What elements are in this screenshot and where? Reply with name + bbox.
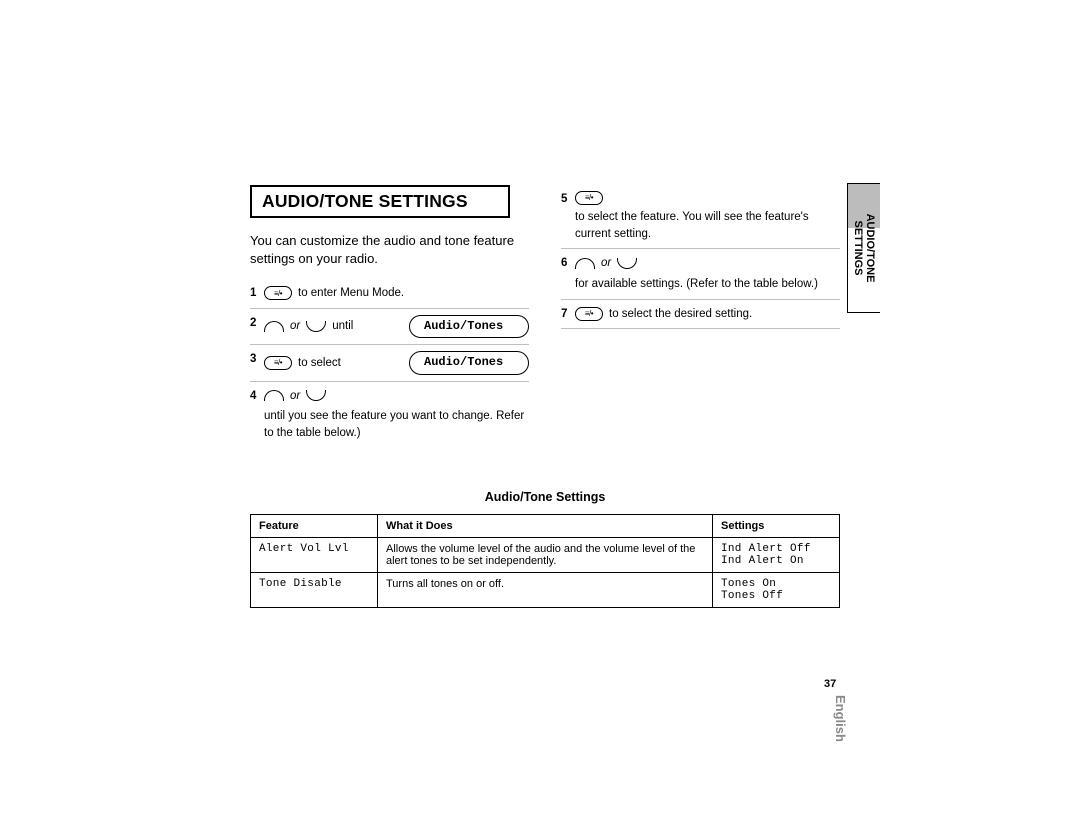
two-column-layout: AUDIO/TONE SETTINGS You can customize th… xyxy=(250,185,840,446)
step-number: 5 xyxy=(561,191,575,205)
step-text: for available settings. (Refer to the ta… xyxy=(575,276,818,293)
menu-button-icon xyxy=(264,356,292,370)
section-heading: AUDIO/TONE SETTINGS xyxy=(262,191,468,211)
page-number: 37 xyxy=(824,678,836,690)
menu-button-icon xyxy=(264,286,292,300)
table-title: Audio/Tone Settings xyxy=(250,490,840,504)
cell-desc: Allows the volume level of the audio and… xyxy=(378,537,713,572)
step-number: 2 xyxy=(250,315,264,329)
step-number: 1 xyxy=(250,285,264,299)
side-tab-line2: SETTINGS xyxy=(852,214,864,283)
divider xyxy=(250,381,529,382)
step-body: to select Audio/Tones xyxy=(264,351,529,374)
display-pill: Audio/Tones xyxy=(409,315,529,338)
step-body: or until you see the feature you want to… xyxy=(264,388,529,442)
or-label: or xyxy=(290,318,300,335)
down-arc-icon xyxy=(617,258,637,269)
language-label: English xyxy=(833,695,848,742)
right-column: 5 to select the feature. You will see th… xyxy=(561,185,840,446)
down-arc-icon xyxy=(306,321,326,332)
or-label: or xyxy=(290,388,300,405)
step-row: 6 or for available settings. (Refer to t… xyxy=(561,251,840,296)
left-column: AUDIO/TONE SETTINGS You can customize th… xyxy=(250,185,529,446)
section-heading-box: AUDIO/TONE SETTINGS xyxy=(250,185,510,218)
step-row: 4 or until you see the feature you want … xyxy=(250,384,529,446)
manual-page: AUDIO/TONE SETTINGS You can customize th… xyxy=(250,185,840,608)
cell-settings: Tones On Tones Off xyxy=(713,572,840,607)
table-row: Alert Vol Lvl Allows the volume level of… xyxy=(251,537,840,572)
step-text: to select the feature. You will see the … xyxy=(575,209,840,242)
step-body: or until Audio/Tones xyxy=(264,315,529,338)
step-text: to select xyxy=(298,355,341,372)
th-what: What it Does xyxy=(378,514,713,537)
step-body: to enter Menu Mode. xyxy=(264,285,529,302)
step-row: 7 to select the desired setting. xyxy=(561,302,840,327)
th-feature: Feature xyxy=(251,514,378,537)
table-row: Tone Disable Turns all tones on or off. … xyxy=(251,572,840,607)
step-row: 2 or until Audio/Tones xyxy=(250,311,529,342)
step-text: until you see the feature you want to ch… xyxy=(264,408,529,441)
divider xyxy=(250,308,529,309)
steps-left: 1 to enter Menu Mode. 2 or xyxy=(250,281,529,445)
step-number: 6 xyxy=(561,255,575,269)
cell-settings: Ind Alert Off Ind Alert On xyxy=(713,537,840,572)
or-label: or xyxy=(601,255,611,272)
step-row: 1 to enter Menu Mode. xyxy=(250,281,529,306)
side-tab-label: AUDIO/TONE SETTINGS xyxy=(852,214,876,283)
step-body: or for available settings. (Refer to the… xyxy=(575,255,840,292)
up-arc-icon xyxy=(575,258,595,269)
th-settings: Settings xyxy=(713,514,840,537)
divider xyxy=(561,299,840,300)
step-text: until xyxy=(332,318,353,335)
up-arc-icon xyxy=(264,390,284,401)
step-row: 5 to select the feature. You will see th… xyxy=(561,187,840,246)
divider xyxy=(561,248,840,249)
settings-table: Feature What it Does Settings Alert Vol … xyxy=(250,514,840,608)
table-header-row: Feature What it Does Settings xyxy=(251,514,840,537)
step-number: 3 xyxy=(250,351,264,365)
cell-feature: Alert Vol Lvl xyxy=(251,537,378,572)
step-text: to enter Menu Mode. xyxy=(298,285,404,302)
display-pill: Audio/Tones xyxy=(409,351,529,374)
menu-button-icon xyxy=(575,191,603,205)
step-text: to select the desired setting. xyxy=(609,306,752,323)
divider xyxy=(561,328,840,329)
down-arc-icon xyxy=(306,390,326,401)
step-body: to select the desired setting. xyxy=(575,306,840,323)
divider xyxy=(250,344,529,345)
step-body: to select the feature. You will see the … xyxy=(575,191,840,242)
step-number: 4 xyxy=(250,388,264,402)
cell-feature: Tone Disable xyxy=(251,572,378,607)
menu-button-icon xyxy=(575,307,603,321)
section-side-tab: AUDIO/TONE SETTINGS xyxy=(847,183,880,313)
intro-paragraph: You can customize the audio and tone fea… xyxy=(250,232,529,267)
steps-right: 5 to select the feature. You will see th… xyxy=(561,187,840,329)
side-tab-line1: AUDIO/TONE xyxy=(864,214,876,283)
up-arc-icon xyxy=(264,321,284,332)
cell-desc: Turns all tones on or off. xyxy=(378,572,713,607)
step-row: 3 to select Audio/Tones xyxy=(250,347,529,378)
step-number: 7 xyxy=(561,306,575,320)
